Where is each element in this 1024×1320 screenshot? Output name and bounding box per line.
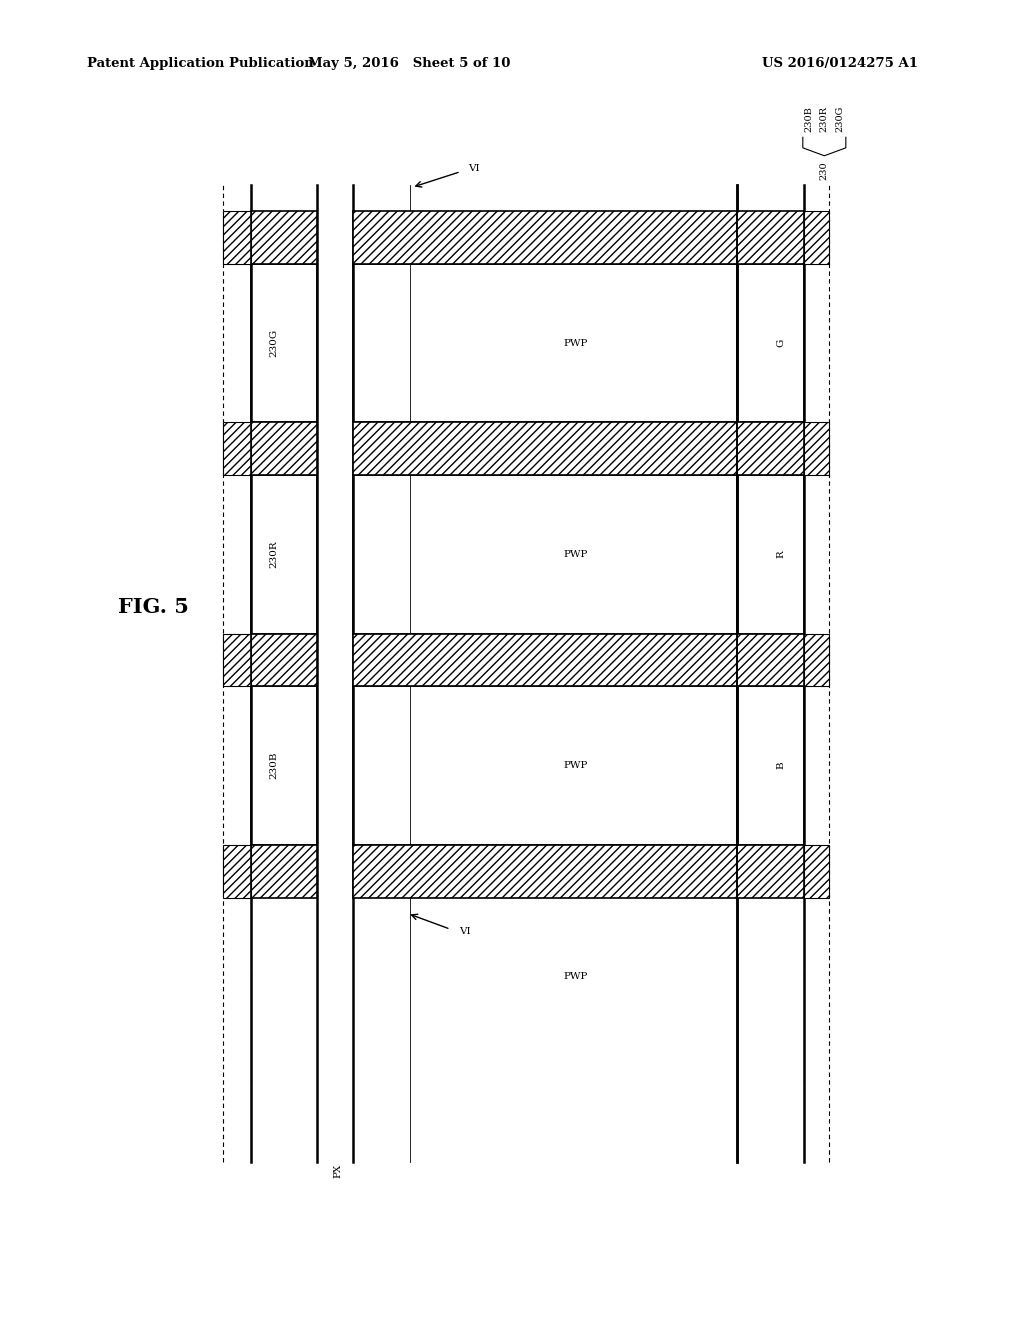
Text: PWP: PWP (564, 973, 588, 981)
Bar (353, 845, 737, 898)
Bar (251, 422, 317, 475)
Bar (737, 634, 804, 686)
Bar (737, 211, 804, 264)
Bar (223, 845, 251, 898)
Bar (251, 211, 317, 264)
Bar (804, 211, 829, 264)
Bar (251, 845, 317, 898)
Bar (737, 422, 804, 475)
Bar (737, 845, 804, 898)
Bar (737, 422, 804, 475)
Bar (353, 422, 737, 475)
Bar (223, 422, 251, 475)
Bar (251, 264, 317, 422)
Bar (737, 845, 804, 898)
Bar (737, 211, 804, 264)
Bar (251, 686, 317, 845)
Bar (804, 845, 829, 898)
Text: May 5, 2016   Sheet 5 of 10: May 5, 2016 Sheet 5 of 10 (308, 57, 511, 70)
Text: Patent Application Publication: Patent Application Publication (87, 57, 313, 70)
Bar (353, 211, 737, 264)
Bar (223, 422, 251, 475)
Bar (223, 211, 251, 264)
Bar (804, 211, 829, 264)
Text: US 2016/0124275 A1: US 2016/0124275 A1 (762, 57, 918, 70)
Bar (251, 211, 317, 264)
Text: 230B: 230B (805, 106, 813, 132)
Text: G: G (776, 339, 785, 347)
Bar (353, 634, 737, 686)
Bar (251, 634, 317, 686)
Bar (804, 634, 829, 686)
Bar (353, 845, 737, 898)
Bar (223, 634, 251, 686)
Bar (353, 422, 737, 475)
Bar (804, 634, 829, 686)
Bar (737, 686, 804, 845)
Bar (251, 634, 317, 686)
Text: VI: VI (459, 928, 470, 936)
Bar (251, 634, 317, 686)
Text: PX: PX (334, 1164, 342, 1177)
Bar (804, 422, 829, 475)
Text: 230G: 230G (836, 106, 844, 132)
Bar (353, 422, 737, 475)
Bar (251, 475, 317, 634)
Bar (223, 211, 251, 264)
Text: FIG. 5: FIG. 5 (118, 597, 189, 618)
Bar (223, 422, 251, 475)
Bar (251, 845, 317, 898)
Bar (804, 211, 829, 264)
Text: 230B: 230B (269, 752, 279, 779)
Bar (353, 634, 737, 686)
Bar (223, 634, 251, 686)
Bar (223, 211, 251, 264)
Bar (223, 634, 251, 686)
Bar (804, 845, 829, 898)
Bar (804, 845, 829, 898)
Bar (251, 211, 317, 264)
Bar (737, 634, 804, 686)
Bar (353, 686, 737, 845)
Text: 230R: 230R (820, 106, 828, 132)
Bar (737, 475, 804, 634)
Bar (251, 845, 317, 898)
Bar (804, 422, 829, 475)
Bar (223, 845, 251, 898)
Text: 230G: 230G (269, 329, 279, 358)
Text: B: B (776, 762, 785, 770)
Bar (737, 264, 804, 422)
Bar (353, 475, 737, 634)
Bar (223, 845, 251, 898)
Bar (737, 422, 804, 475)
Bar (353, 211, 737, 264)
Bar (353, 634, 737, 686)
Bar (353, 264, 737, 422)
Text: 230: 230 (820, 161, 828, 180)
Bar (737, 634, 804, 686)
Bar (251, 422, 317, 475)
Text: PWP: PWP (564, 550, 588, 558)
Bar (737, 211, 804, 264)
Bar (804, 422, 829, 475)
Bar (804, 634, 829, 686)
Bar (251, 422, 317, 475)
Bar (353, 845, 737, 898)
Text: VI: VI (468, 165, 479, 173)
Text: 230R: 230R (269, 541, 279, 568)
Bar (353, 211, 737, 264)
Text: PWP: PWP (564, 762, 588, 770)
Bar (737, 845, 804, 898)
Text: PWP: PWP (564, 339, 588, 347)
Text: R: R (776, 550, 785, 558)
